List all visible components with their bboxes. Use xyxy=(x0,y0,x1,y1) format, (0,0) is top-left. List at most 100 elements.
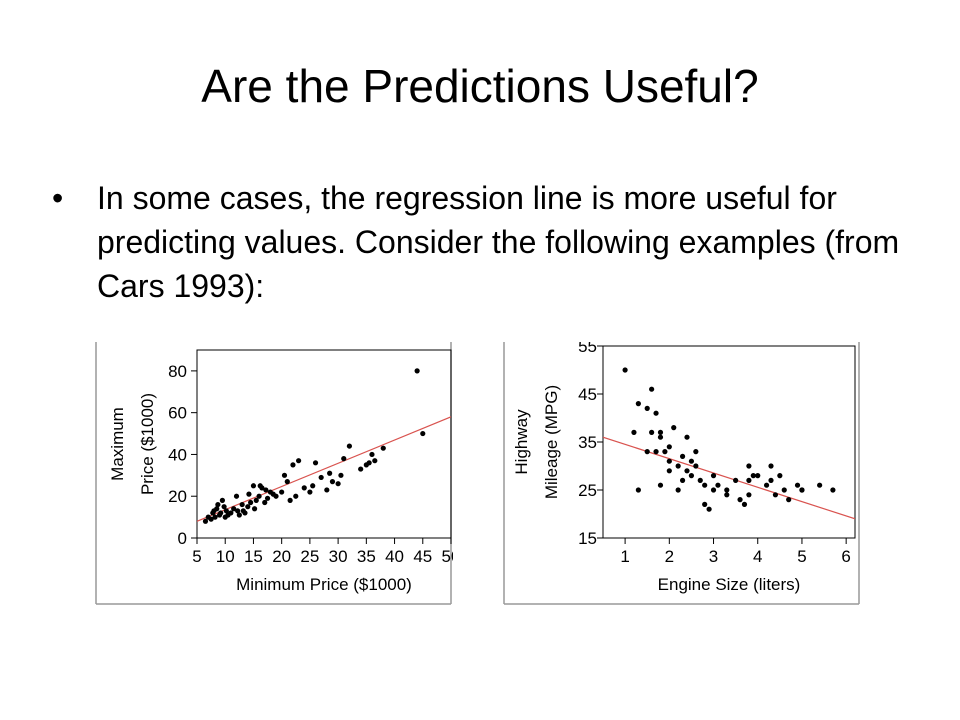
data-point xyxy=(327,470,333,476)
data-point xyxy=(772,492,779,498)
data-point xyxy=(657,434,664,440)
regression-line xyxy=(603,436,855,520)
data-point xyxy=(741,501,748,507)
data-point xyxy=(781,487,787,493)
data-point xyxy=(693,449,699,455)
data-point xyxy=(245,504,251,510)
data-point xyxy=(684,468,690,474)
x-tick-label: 20 xyxy=(272,547,291,566)
data-point xyxy=(675,463,681,469)
data-point xyxy=(666,468,672,474)
slide-title: Are the Predictions Useful? xyxy=(201,60,759,112)
x-tick-label: 30 xyxy=(329,547,348,566)
data-point xyxy=(215,501,221,508)
data-point xyxy=(263,487,269,493)
data-point xyxy=(212,514,218,520)
data-point xyxy=(251,506,258,512)
data-point xyxy=(763,482,770,488)
data-point xyxy=(710,473,717,479)
data-point xyxy=(202,518,209,524)
data-point xyxy=(287,497,293,503)
data-point xyxy=(284,479,290,485)
data-point xyxy=(724,487,730,493)
data-point xyxy=(737,497,743,503)
data-point xyxy=(235,508,241,514)
data-point xyxy=(746,463,752,469)
data-point xyxy=(657,429,664,435)
y-tick-label: 25 xyxy=(578,481,597,500)
data-point xyxy=(688,473,695,479)
y-axis-label-line: Mileage (MPG) xyxy=(542,385,561,499)
data-point xyxy=(264,495,271,501)
data-point xyxy=(358,466,364,472)
data-point xyxy=(653,449,659,455)
data-point xyxy=(644,405,650,411)
data-point xyxy=(301,485,307,491)
bullet-text: In some cases, the regression line is mo… xyxy=(97,180,900,304)
plot-frame xyxy=(196,349,452,539)
x-tick-label: 10 xyxy=(216,547,235,566)
y-tick-label: 45 xyxy=(578,385,597,404)
data-point xyxy=(750,473,756,479)
data-point xyxy=(635,487,641,493)
bullet-marker: • xyxy=(52,180,64,216)
y-axis-label-line: Price ($1000) xyxy=(138,393,157,495)
y-tick-label: 0 xyxy=(178,529,187,548)
data-point xyxy=(733,477,739,483)
data-point xyxy=(253,497,259,503)
data-point xyxy=(223,508,229,514)
data-point xyxy=(246,491,252,497)
data-point xyxy=(324,487,330,493)
data-point xyxy=(228,510,234,516)
data-point xyxy=(684,434,690,440)
data-point xyxy=(649,386,655,392)
data-point xyxy=(662,449,668,455)
data-point xyxy=(290,462,296,468)
data-point xyxy=(281,472,288,478)
data-point xyxy=(219,497,225,503)
data-point xyxy=(231,506,237,512)
data-point xyxy=(702,501,708,507)
data-point xyxy=(369,451,375,458)
data-point xyxy=(755,473,761,479)
data-point xyxy=(675,487,681,493)
x-tick-label: 4 xyxy=(753,547,762,566)
data-point xyxy=(666,444,672,450)
data-point xyxy=(653,410,659,416)
data-point xyxy=(724,492,730,498)
x-tick-label: 1 xyxy=(620,547,629,566)
data-point xyxy=(688,458,695,464)
data-point xyxy=(372,458,378,464)
data-point xyxy=(318,474,324,481)
data-point xyxy=(649,429,655,435)
data-point xyxy=(671,425,677,431)
x-tick-label: 35 xyxy=(357,547,376,566)
data-point xyxy=(799,487,805,493)
data-point xyxy=(817,482,823,488)
data-point xyxy=(420,430,426,437)
data-point xyxy=(214,506,220,512)
x-tick-label: 3 xyxy=(709,547,718,566)
y-tick-label: 80 xyxy=(168,362,187,381)
x-tick-label: 2 xyxy=(665,547,674,566)
data-point xyxy=(830,487,836,493)
data-point xyxy=(746,477,752,483)
data-point xyxy=(259,485,265,491)
data-point xyxy=(329,479,336,485)
data-point xyxy=(335,481,341,487)
data-point xyxy=(622,367,628,373)
x-tick-label: 50 xyxy=(442,547,453,566)
data-point xyxy=(631,429,637,435)
data-point xyxy=(262,499,268,506)
y-tick-label: 55 xyxy=(578,342,597,356)
data-point xyxy=(635,401,641,407)
data-point xyxy=(710,487,717,493)
x-tick-label: 5 xyxy=(797,547,806,566)
data-point xyxy=(644,449,650,455)
data-point xyxy=(221,504,227,510)
data-point xyxy=(250,483,257,489)
regression-line xyxy=(197,416,451,522)
y-axis-label-line: Highway xyxy=(512,409,531,475)
x-axis-label: Minimum Price ($1000) xyxy=(236,575,412,594)
